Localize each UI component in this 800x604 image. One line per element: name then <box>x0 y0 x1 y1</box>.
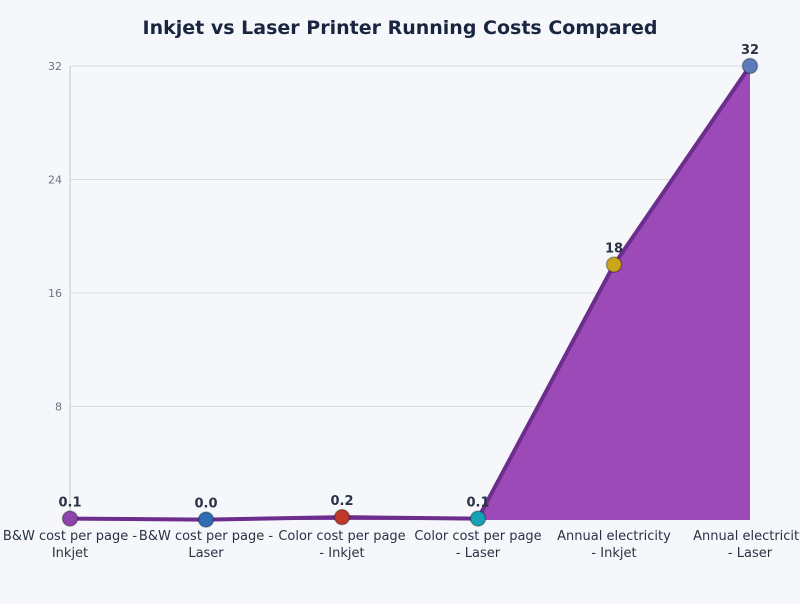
data-label: 0.1 <box>466 496 489 511</box>
x-tick-label: B&W cost per page - <box>3 529 137 544</box>
x-tick-label: Color cost per page <box>414 529 541 544</box>
y-tick-label: 24 <box>48 174 62 187</box>
data-point <box>605 256 623 273</box>
chart-title: Inkjet vs Laser Printer Running Costs Co… <box>143 17 658 39</box>
x-tick-label: Laser <box>188 546 224 561</box>
x-tick-label: Annual electricity <box>557 529 671 544</box>
data-point <box>61 510 79 527</box>
data-point <box>741 57 759 75</box>
x-tick-label: - Inkjet <box>319 546 364 561</box>
data-point <box>333 508 351 526</box>
x-tick-label: B&W cost per page - <box>139 529 273 544</box>
data-label: 18 <box>605 242 623 257</box>
x-tick-label: Color cost per page <box>278 529 405 544</box>
data-label: 0.0 <box>194 497 217 512</box>
data-label: 32 <box>741 43 759 58</box>
x-tick-label: Annual electricity <box>693 529 800 544</box>
data-point <box>197 511 215 528</box>
data-point <box>469 510 487 527</box>
y-tick-label: 8 <box>55 401 62 414</box>
series-line <box>69 64 752 522</box>
x-tick-label: Inkjet <box>52 546 88 561</box>
data-label: 0.1 <box>58 496 81 511</box>
data-label: 0.2 <box>330 494 353 509</box>
y-tick-label: 16 <box>48 287 62 300</box>
x-tick-label: - Inkjet <box>591 546 636 561</box>
x-tick-label: - Laser <box>456 546 501 561</box>
y-tick-label: 32 <box>48 60 62 73</box>
x-tick-label: - Laser <box>728 546 773 561</box>
area-fill <box>70 66 750 520</box>
